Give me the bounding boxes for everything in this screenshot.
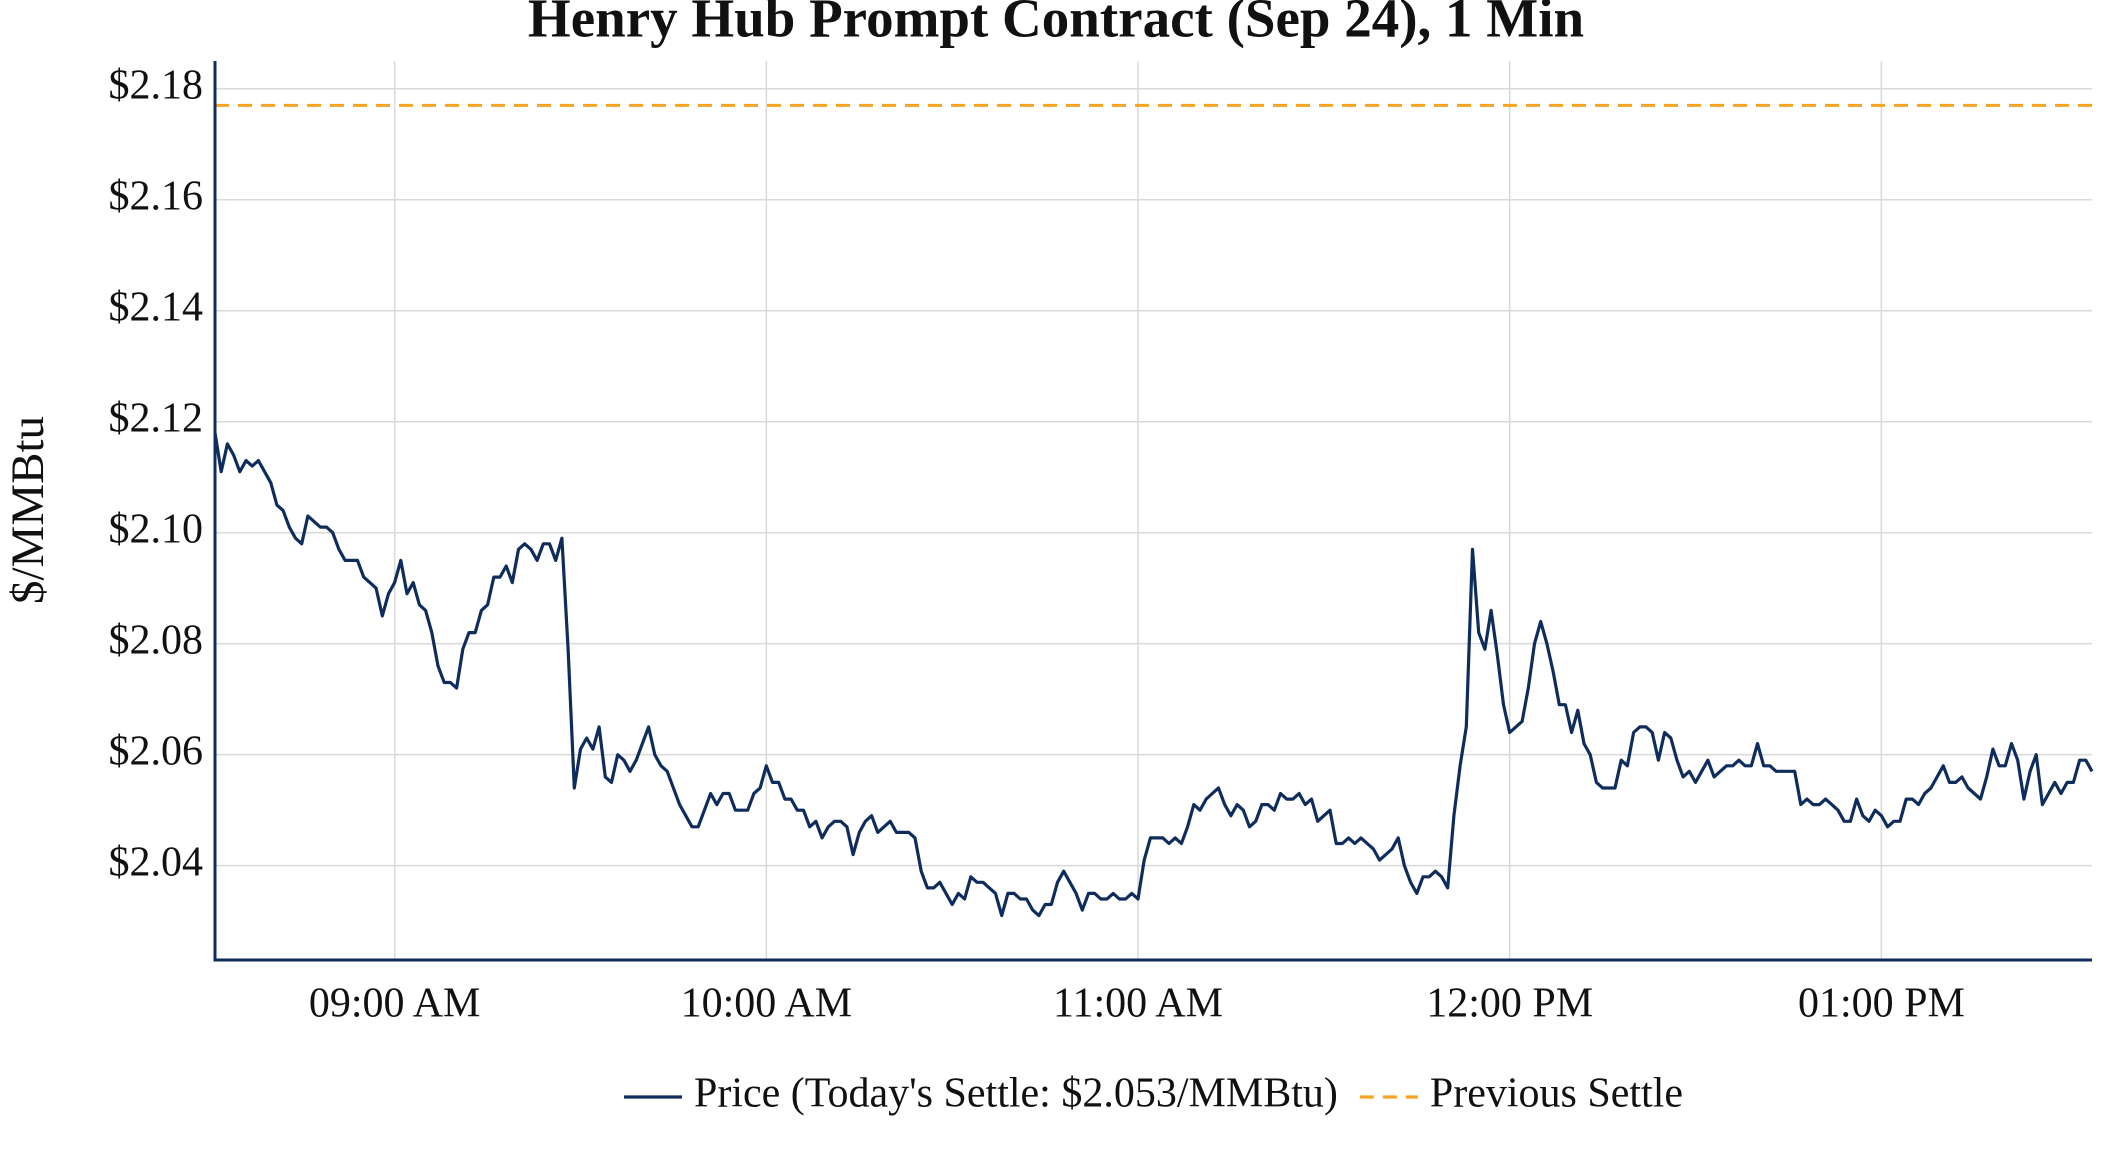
y-tick-label: $2.14 (109, 284, 204, 330)
x-tick-label: 10:00 AM (681, 981, 853, 1027)
y-axis-label: $/MMBtu (2, 416, 54, 604)
legend-label: Price (Today's Settle: $2.053/MMBtu) (694, 1071, 1338, 1117)
chart-title: Henry Hub Prompt Contract (Sep 24), 1 Mi… (528, 0, 1584, 49)
legend-label: Previous Settle (1430, 1071, 1683, 1117)
y-tick-label: $2.16 (109, 173, 204, 219)
x-tick-label: 12:00 PM (1426, 981, 1593, 1027)
y-tick-label: $2.08 (109, 617, 204, 663)
y-tick-label: $2.06 (109, 728, 204, 774)
x-tick-label: 01:00 PM (1798, 981, 1965, 1027)
y-tick-label: $2.04 (109, 839, 204, 885)
x-tick-label: 11:00 AM (1053, 981, 1223, 1027)
price-line (213, 432, 2094, 918)
y-tick-label: $2.10 (109, 506, 204, 552)
y-tick-label: $2.12 (109, 395, 204, 441)
x-tick-label: 09:00 AM (309, 981, 481, 1027)
y-tick-label: $2.18 (109, 62, 204, 108)
